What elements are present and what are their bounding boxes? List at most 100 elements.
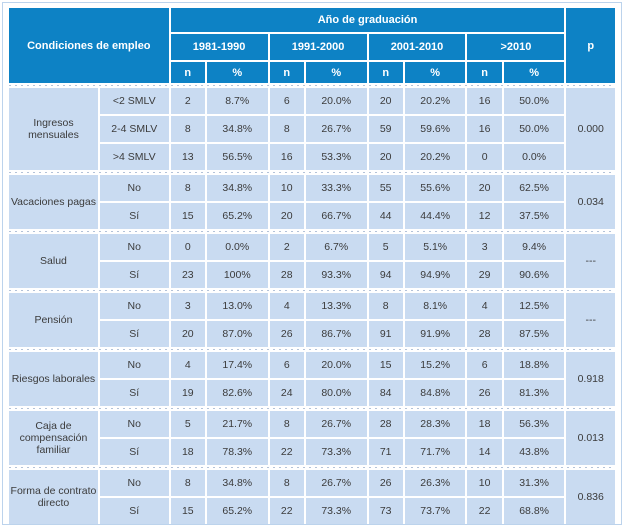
pct-cell: 31.3% [503, 470, 565, 496]
n-cell: 20 [368, 88, 403, 114]
table-row: Forma de contrato directo No 8 34.8% 8 26.7% 2… [9, 470, 615, 524]
pct-cell: 73.3% [305, 498, 367, 524]
header-n: n [170, 62, 205, 83]
n-cell: 91 [368, 321, 403, 347]
pct-cell: 34.8% [206, 175, 268, 201]
n-cell: 15 [368, 352, 403, 378]
n-cell: 8 [269, 411, 304, 437]
header-pct: % [305, 62, 367, 83]
pct-cell: 26.7% [305, 470, 367, 496]
pct-cell: 12.5% [503, 293, 565, 319]
category-cell: Vacaciones pagas [9, 175, 98, 229]
p-value-cell: 0.013 [566, 411, 615, 465]
group-separator [9, 290, 615, 291]
pct-cell: 73.7% [404, 498, 466, 524]
pct-cell: 78.3% [206, 439, 268, 465]
table-row: Caja de compensación familiar No 5 21.7% 8 26… [9, 411, 615, 465]
category-cell: Ingresos mensuales [9, 88, 98, 170]
n-cell: 28 [368, 411, 403, 437]
pct-cell: 68.8% [503, 498, 565, 524]
row-label-cell: No [99, 352, 169, 378]
table-row: Sí 15 65.2% 22 73.3% 73 73.7% 22 68.8% [9, 498, 615, 524]
pct-cell: 84.8% [404, 380, 466, 406]
pct-cell: 13.0% [206, 293, 268, 319]
pct-cell: 50.0% [503, 88, 565, 114]
row-label-cell: Sí [99, 498, 169, 524]
pct-cell: 28.3% [404, 411, 466, 437]
header-pct: % [206, 62, 268, 83]
table-row: Ingresos mensuales <2 SMLV 2 8.7% 6 20.0% 20 20… [9, 88, 615, 170]
pct-cell: 43.8% [503, 439, 565, 465]
header-period-1981-1990: 1981-1990 [170, 34, 268, 60]
n-cell: 73 [368, 498, 403, 524]
pct-cell: 87.0% [206, 321, 268, 347]
p-value-cell: 0.000 [566, 88, 615, 170]
table-row: Vacaciones pagas No 8 34.8% 10 33.3% 55 55.6% 20… [9, 175, 615, 229]
pct-cell: 80.0% [305, 380, 367, 406]
row-label-cell: No [99, 293, 169, 319]
n-cell: 44 [368, 203, 403, 229]
n-cell: 8 [269, 116, 304, 142]
n-cell: 18 [170, 439, 205, 465]
table-header: Condiciones de empleo Año de graduación … [9, 8, 615, 83]
pct-cell: 20.0% [305, 88, 367, 114]
group-separator [9, 467, 615, 468]
pct-cell: 65.2% [206, 498, 268, 524]
pct-cell: 9.4% [503, 234, 565, 260]
pct-cell: 8.1% [404, 293, 466, 319]
n-cell: 59 [368, 116, 403, 142]
n-cell: 10 [467, 470, 502, 496]
n-cell: 3 [170, 293, 205, 319]
category-cell: Salud [9, 234, 98, 288]
n-cell: 0 [170, 234, 205, 260]
n-cell: 71 [368, 439, 403, 465]
header-period-gt2010: >2010 [467, 34, 565, 60]
pct-cell: 56.3% [503, 411, 565, 437]
n-cell: 28 [269, 262, 304, 288]
row-label-cell: <2 SMLV [99, 88, 169, 114]
n-cell: 84 [368, 380, 403, 406]
n-cell: 22 [467, 498, 502, 524]
n-cell: 16 [467, 88, 502, 114]
pct-cell: 20.2% [404, 144, 466, 170]
n-cell: 14 [467, 439, 502, 465]
n-cell: 0 [467, 144, 502, 170]
n-cell: 24 [269, 380, 304, 406]
n-cell: 20 [467, 175, 502, 201]
pct-cell: 86.7% [305, 321, 367, 347]
n-cell: 8 [269, 470, 304, 496]
pct-cell: 90.6% [503, 262, 565, 288]
n-cell: 26 [467, 380, 502, 406]
category-cell: Pensión [9, 293, 98, 347]
row-label-cell: No [99, 470, 169, 496]
n-cell: 4 [269, 293, 304, 319]
pct-cell: 87.5% [503, 321, 565, 347]
n-cell: 20 [170, 321, 205, 347]
n-cell: 8 [170, 470, 205, 496]
header-conditions: Condiciones de empleo [9, 8, 169, 83]
pct-cell: 55.6% [404, 175, 466, 201]
category-cell: Forma de contrato directo [9, 470, 98, 524]
n-cell: 19 [170, 380, 205, 406]
p-value-cell: 0.034 [566, 175, 615, 229]
row-label-cell: No [99, 234, 169, 260]
n-cell: 3 [467, 234, 502, 260]
header-pct: % [503, 62, 565, 83]
p-value-cell: 0.918 [566, 352, 615, 406]
n-cell: 6 [269, 88, 304, 114]
group-separator [9, 231, 615, 232]
pct-cell: 59.6% [404, 116, 466, 142]
pct-cell: 21.7% [206, 411, 268, 437]
table-row: >4 SMLV 13 56.5% 16 53.3% 20 20.2% 0 0.0% [9, 144, 615, 170]
n-cell: 28 [467, 321, 502, 347]
pct-cell: 20.0% [305, 352, 367, 378]
header-n: n [368, 62, 403, 83]
n-cell: 26 [269, 321, 304, 347]
n-cell: 13 [170, 144, 205, 170]
table-row: Riesgos laborales No 4 17.4% 6 20.0% 15 15.2% 6 1… [9, 352, 615, 406]
header-pct: % [404, 62, 466, 83]
header-p: p [566, 8, 615, 83]
n-cell: 23 [170, 262, 205, 288]
p-value-cell: --- [566, 234, 615, 288]
